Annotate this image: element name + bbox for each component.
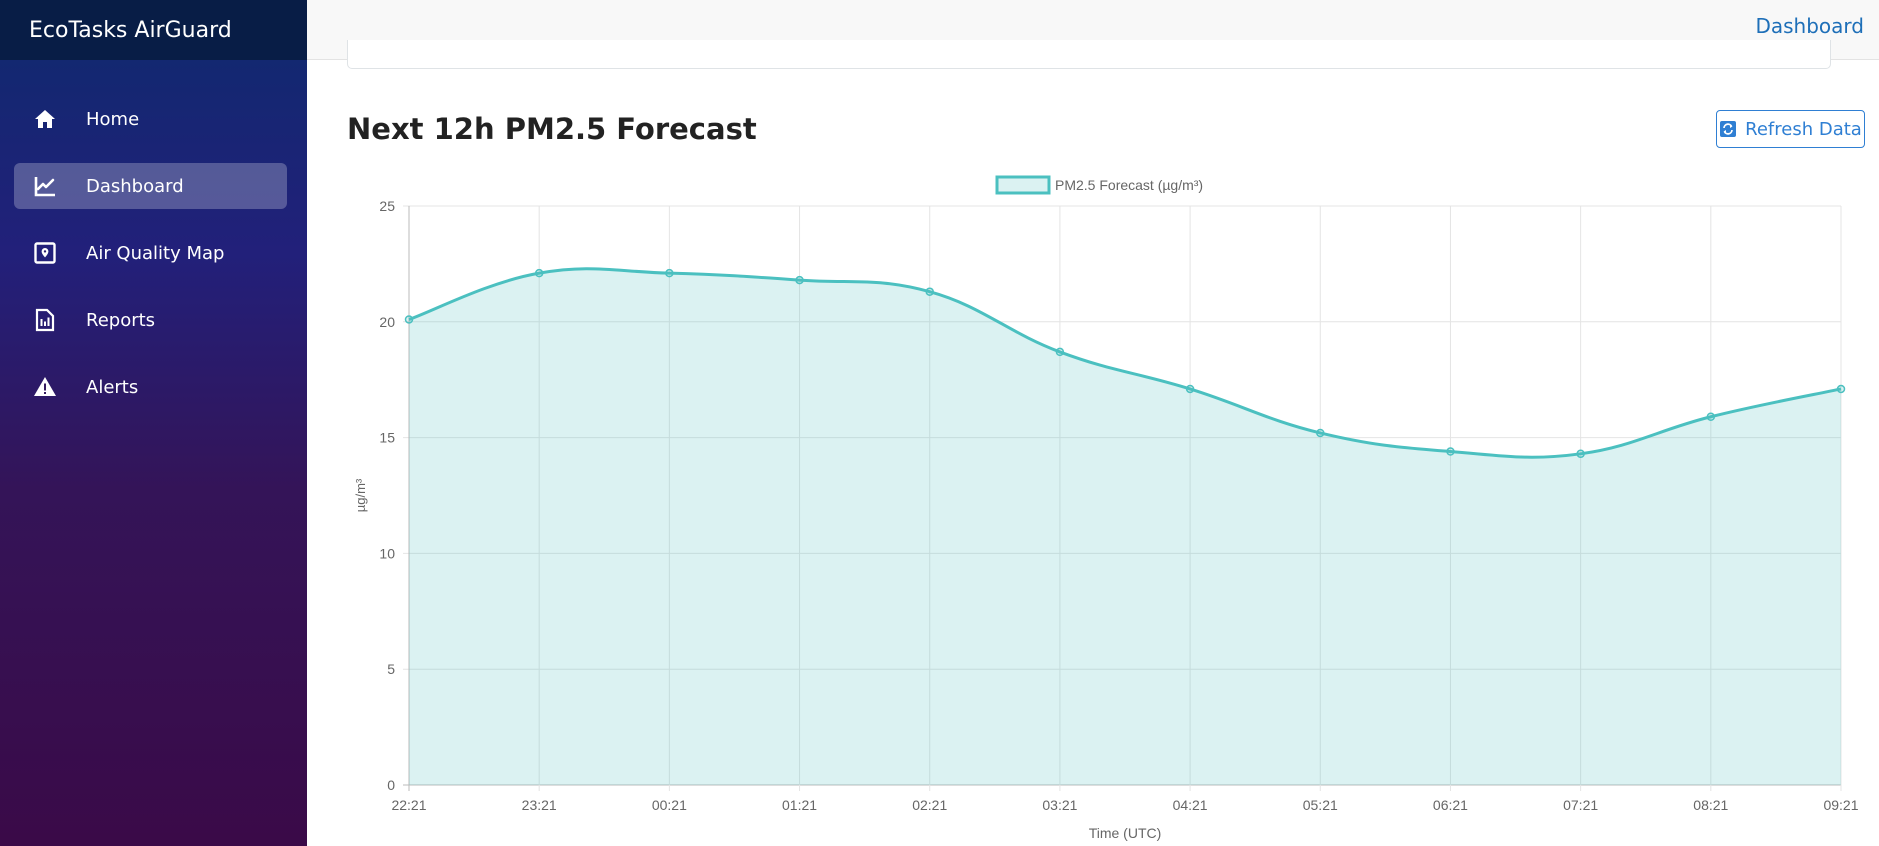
- x-axis-title: Time (UTC): [1089, 825, 1162, 841]
- data-point[interactable]: [1185, 384, 1195, 394]
- x-tick-label: 02:21: [912, 797, 947, 813]
- refresh-data-button[interactable]: Refresh Data: [1716, 110, 1865, 148]
- y-axis-title: µg/m³: [353, 478, 368, 512]
- x-tick-label: 08:21: [1693, 797, 1728, 813]
- chart-grid: [403, 205, 1842, 791]
- y-tick-label: 0: [387, 777, 395, 793]
- app-brand[interactable]: EcoTasks AirGuard: [0, 0, 307, 60]
- sidebar-item-label: Alerts: [86, 376, 139, 398]
- warning-icon: [32, 374, 58, 400]
- report-icon: [32, 307, 58, 333]
- y-tick-label: 5: [387, 661, 395, 677]
- data-point[interactable]: [665, 268, 674, 278]
- x-tick-label: 07:21: [1563, 797, 1598, 813]
- x-tick-label: 03:21: [1042, 797, 1077, 813]
- forecast-area: [409, 268, 1841, 785]
- x-tick-label: 23:21: [522, 797, 557, 813]
- sidebar-item-label: Dashboard: [86, 175, 184, 197]
- sidebar-item-label: Reports: [86, 309, 156, 331]
- data-point[interactable]: [1316, 428, 1325, 438]
- refresh-icon: [1719, 120, 1737, 138]
- breadcrumb[interactable]: Dashboard: [1755, 14, 1864, 38]
- previous-card: [347, 40, 1831, 69]
- data-point[interactable]: [534, 268, 544, 278]
- forecast-line: [408, 267, 1842, 459]
- sidebar-item-reports[interactable]: Reports: [14, 297, 287, 343]
- home-icon: [32, 106, 58, 132]
- x-tick-label: 05:21: [1303, 797, 1338, 813]
- x-tick-label: 09:21: [1823, 797, 1858, 813]
- x-tick-label: 01:21: [782, 797, 817, 813]
- map-pin-icon: [32, 240, 58, 266]
- legend-label: PM2.5 Forecast (µg/m³): [1055, 177, 1203, 193]
- sidebar-item-home[interactable]: Home: [14, 96, 287, 142]
- x-tick-label: 04:21: [1173, 797, 1208, 813]
- data-point[interactable]: [795, 275, 804, 285]
- sidebar-item-label: Air Quality Map: [86, 242, 225, 264]
- forecast-points: [404, 268, 1846, 459]
- data-point[interactable]: [404, 315, 414, 324]
- sidebar-item-dashboard[interactable]: Dashboard: [14, 163, 287, 209]
- y-tick-label: 10: [379, 545, 395, 561]
- x-tick-label: 00:21: [652, 797, 687, 813]
- refresh-data-label: Refresh Data: [1745, 118, 1862, 140]
- sidebar-item-air-quality-map[interactable]: Air Quality Map: [14, 230, 287, 276]
- x-tick-label: 22:21: [391, 797, 426, 813]
- data-point[interactable]: [1836, 384, 1846, 394]
- y-tick-label: 25: [379, 198, 395, 214]
- forecast-chart: 0 5 10 15 20 25 22:21 23:21 00:21 01:21 02:21 03:21…: [353, 175, 1859, 841]
- chart-line-icon: [32, 173, 58, 199]
- sidebar: EcoTasks AirGuard Home Dashboard Air Qua…: [0, 0, 307, 846]
- page-title: Next 12h PM2.5 Forecast: [347, 112, 757, 146]
- data-point[interactable]: [1055, 347, 1065, 357]
- data-point[interactable]: [1446, 447, 1455, 456]
- data-point[interactable]: [1576, 449, 1585, 459]
- sidebar-item-label: Home: [86, 108, 140, 130]
- chart-tick-labels: 0 5 10 15 20 25 22:21 23:21 00:21 01:21 02:21 03:21…: [379, 198, 1858, 813]
- legend-swatch: [995, 175, 1051, 195]
- data-point[interactable]: [925, 287, 934, 296]
- sidebar-nav: Home Dashboard Air Quality Map Reports A…: [0, 60, 307, 410]
- y-tick-label: 15: [379, 430, 395, 446]
- y-tick-label: 20: [379, 314, 395, 330]
- x-tick-label: 06:21: [1433, 797, 1468, 813]
- chart-legend[interactable]: PM2.5 Forecast (µg/m³): [995, 175, 1203, 195]
- data-point[interactable]: [1706, 412, 1716, 422]
- sidebar-item-alerts[interactable]: Alerts: [14, 364, 287, 410]
